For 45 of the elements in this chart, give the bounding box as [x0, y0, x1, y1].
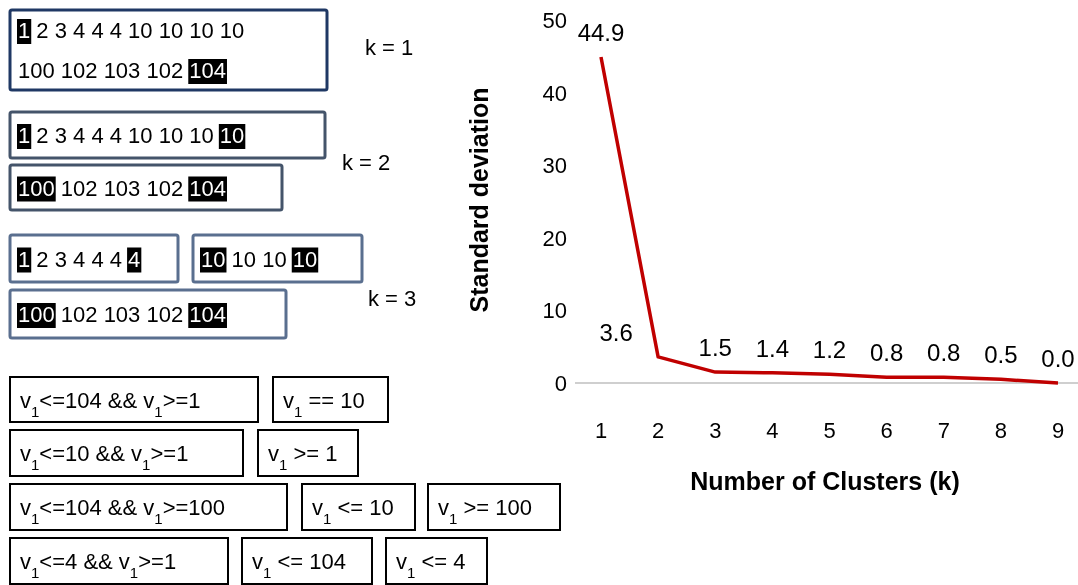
data-label: 0.8	[927, 339, 961, 367]
text: v$_{1}$<=4 && v$_{1}$>=1	[20, 549, 177, 581]
text: v$_{1}$ >= 1	[268, 441, 338, 473]
x-tick-label: 9	[1051, 418, 1065, 443]
y-tick-label: 20	[542, 225, 567, 251]
text: v$_{1}$<=104 && v$_{1}$>=1	[20, 387, 201, 419]
data-label: 0.5	[984, 341, 1018, 369]
text: v$_{1}$ <= 10	[312, 495, 394, 527]
text: 100 102 103 102 104	[18, 175, 226, 201]
text: v$_{1}$ >= 100	[438, 495, 532, 527]
data-label: 1.4	[755, 334, 790, 362]
x-tick-label: 2	[652, 418, 665, 443]
text: v$_{1}$ == 10	[283, 387, 365, 419]
text: v$_{1}$<=104 && v$_{1}$>=100	[20, 495, 226, 527]
y-tick-label: 0	[554, 371, 567, 396]
x-tick-label: 1	[594, 418, 608, 443]
text: v$_{1}$ <= 104	[252, 549, 346, 581]
text: 100 102 103 102 104	[18, 302, 226, 327]
y-tick-label: 30	[542, 153, 567, 179]
data-label: 1.5	[698, 334, 732, 362]
text: 1 2 3 4 4 4 10 10 10 10 100 102 103 102 104	[18, 18, 245, 83]
text: k = 3	[368, 286, 417, 311]
data-label: 0.0	[1041, 345, 1075, 372]
x-tick-label: 7	[937, 418, 950, 443]
x-tick-label: 5	[823, 418, 836, 443]
text: v$_{1}$ <= 4	[396, 549, 466, 581]
x-tick-label: 3	[709, 418, 722, 443]
x-tick-label: 6	[880, 418, 893, 443]
text: 10 10 10 10	[201, 246, 318, 272]
data-label: 3.6	[599, 318, 633, 346]
x-axis-title: Number of Clusters (k)	[690, 467, 960, 495]
x-tick-label: 4	[766, 418, 779, 443]
y-tick-label: 10	[542, 298, 567, 324]
text: 1 2 3 4 4 4 10 10 10 10	[18, 123, 245, 148]
data-label: 0.8	[869, 339, 904, 367]
text: 1 2 3 4 4 4 4	[18, 246, 141, 272]
x-tick-label: 8	[994, 418, 1007, 443]
text: k = 1	[365, 35, 414, 60]
data-label: 44.9	[577, 19, 625, 47]
data-label: 1.2	[812, 336, 847, 364]
y-axis-title: Standard deviation	[465, 87, 493, 313]
text: k = 2	[342, 150, 391, 175]
y-tick-label: 50	[542, 8, 567, 33]
y-tick-label: 40	[542, 80, 567, 106]
text: v$_{1}$<=10 && v$_{1}$>=1	[20, 441, 189, 473]
